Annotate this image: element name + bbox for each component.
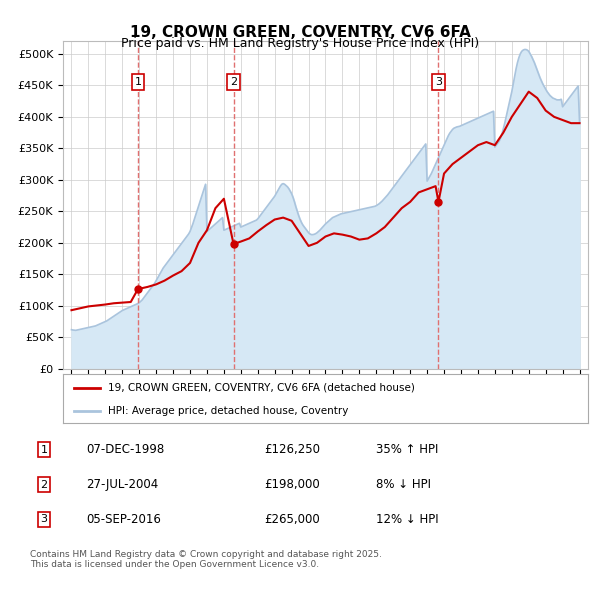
Text: Price paid vs. HM Land Registry's House Price Index (HPI): Price paid vs. HM Land Registry's House … (121, 37, 479, 50)
Text: £126,250: £126,250 (265, 443, 320, 456)
Text: 3: 3 (435, 77, 442, 87)
Text: Contains HM Land Registry data © Crown copyright and database right 2025.
This d: Contains HM Land Registry data © Crown c… (30, 550, 382, 569)
Text: 05-SEP-2016: 05-SEP-2016 (86, 513, 161, 526)
Text: 8% ↓ HPI: 8% ↓ HPI (376, 478, 431, 491)
Text: £198,000: £198,000 (265, 478, 320, 491)
Text: 12% ↓ HPI: 12% ↓ HPI (376, 513, 439, 526)
Text: HPI: Average price, detached house, Coventry: HPI: Average price, detached house, Cove… (107, 406, 348, 416)
Text: 07-DEC-1998: 07-DEC-1998 (86, 443, 164, 456)
Text: 27-JUL-2004: 27-JUL-2004 (86, 478, 158, 491)
Text: 3: 3 (40, 514, 47, 525)
Text: 1: 1 (134, 77, 142, 87)
Text: 35% ↑ HPI: 35% ↑ HPI (376, 443, 439, 456)
Text: £265,000: £265,000 (265, 513, 320, 526)
Text: 2: 2 (40, 480, 47, 490)
Text: 2: 2 (230, 77, 237, 87)
Text: 19, CROWN GREEN, COVENTRY, CV6 6FA (detached house): 19, CROWN GREEN, COVENTRY, CV6 6FA (deta… (107, 383, 415, 393)
Text: 19, CROWN GREEN, COVENTRY, CV6 6FA: 19, CROWN GREEN, COVENTRY, CV6 6FA (130, 25, 470, 40)
Text: 1: 1 (40, 445, 47, 454)
